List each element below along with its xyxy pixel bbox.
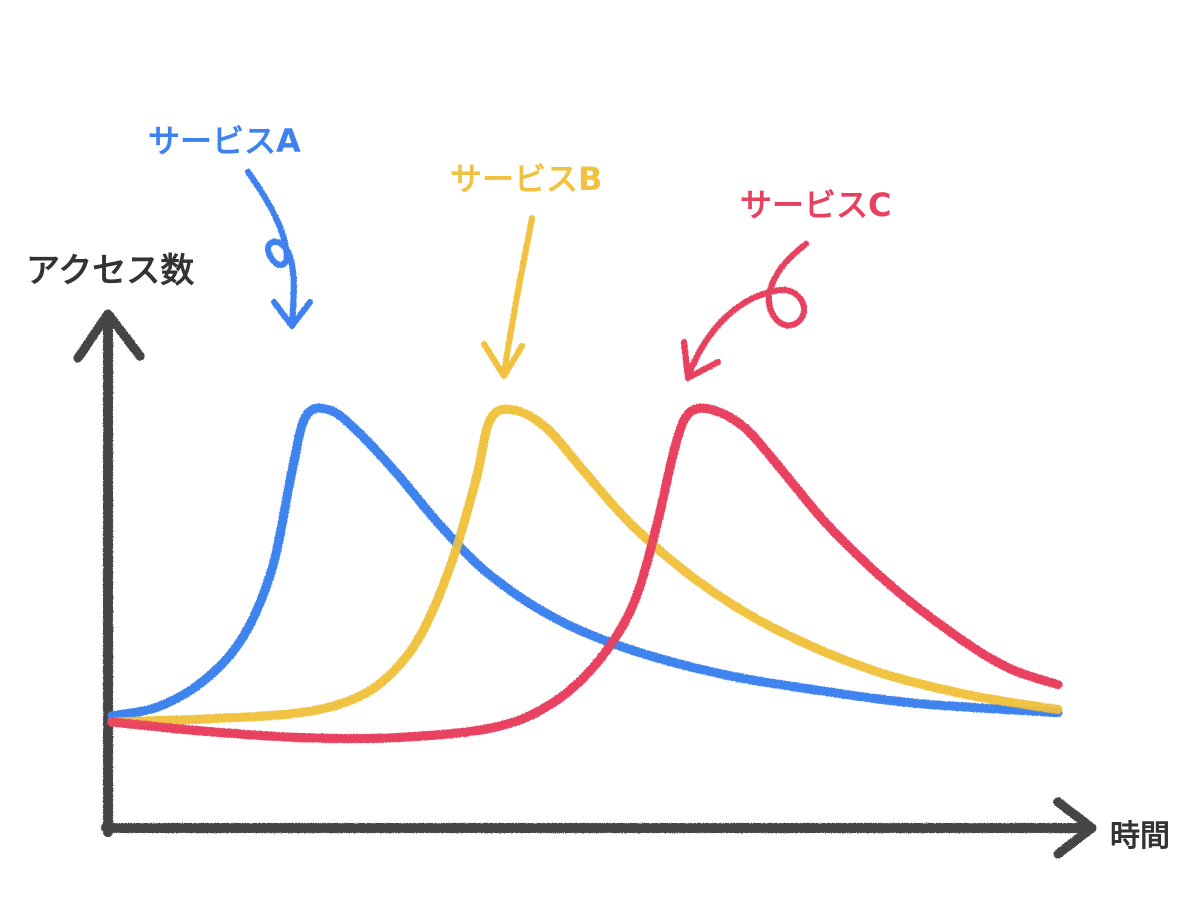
series-line-b	[107, 404, 1063, 727]
series-labels: サービスA サービスB サービスC	[148, 122, 892, 224]
x-axis-arrowhead	[1053, 797, 1097, 859]
series-label-b: サービスB	[450, 160, 602, 198]
series-lines	[107, 403, 1063, 744]
y-axis-label: アクセス数	[26, 251, 194, 291]
series-line-c	[107, 403, 1063, 744]
series-c-pointer-arrow	[681, 241, 809, 381]
series-a-pointer-arrow	[245, 169, 313, 329]
series-b-pointer-arrow	[481, 215, 535, 379]
y-axis-arrowhead	[73, 309, 145, 363]
series-line-a	[107, 403, 1063, 721]
axes	[73, 309, 1097, 859]
series-label-c: サービスC	[740, 186, 892, 224]
x-axis-label: 時間	[1110, 819, 1170, 854]
series-label-a: サービスA	[148, 122, 301, 160]
pointer-arrows	[245, 169, 809, 381]
